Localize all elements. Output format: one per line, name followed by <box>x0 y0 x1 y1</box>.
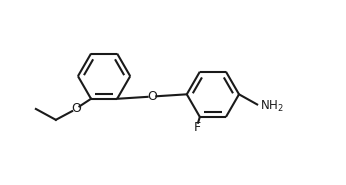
Text: F: F <box>193 121 200 134</box>
Text: NH$_2$: NH$_2$ <box>260 99 284 114</box>
Text: O: O <box>147 90 157 103</box>
Text: O: O <box>71 102 81 115</box>
